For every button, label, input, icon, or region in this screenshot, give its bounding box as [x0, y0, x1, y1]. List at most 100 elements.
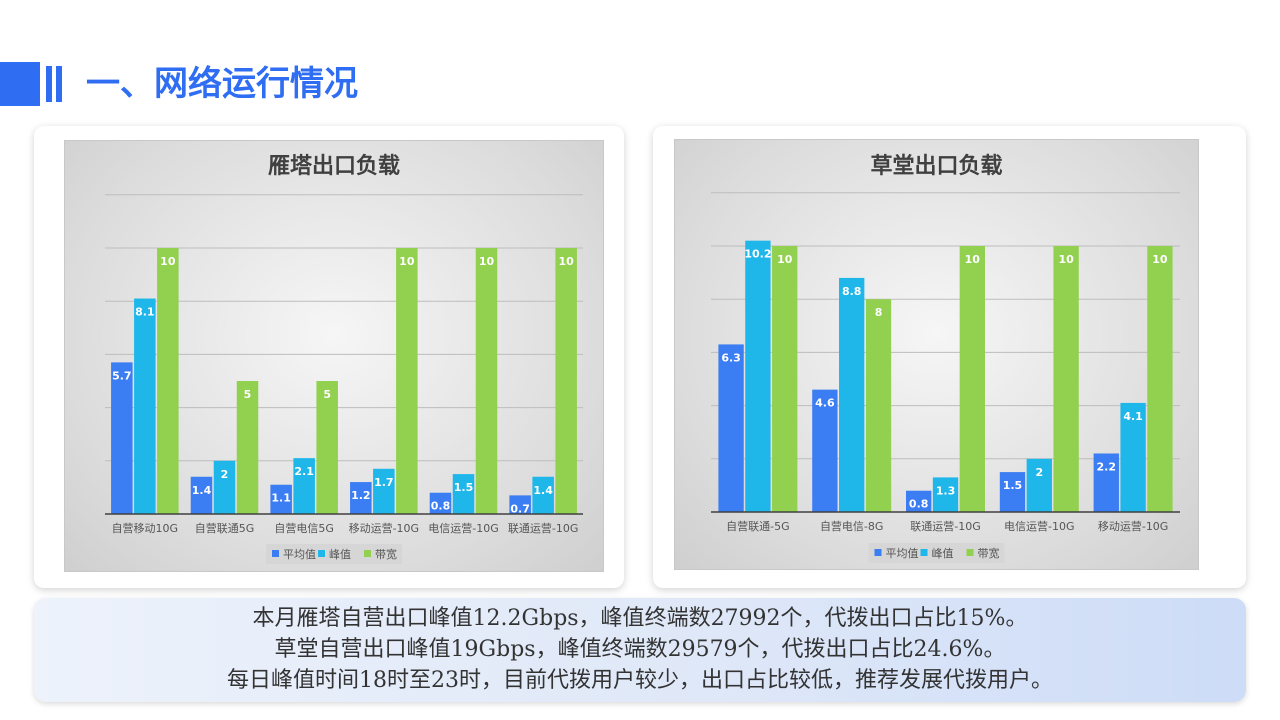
data-label: 4.1 [1123, 410, 1143, 423]
bar [350, 482, 372, 514]
legend-swatch [364, 550, 371, 557]
legend-box [266, 544, 402, 564]
data-label: 1.2 [351, 489, 371, 502]
legend-label: 峰值 [329, 548, 351, 561]
category-label: 移动运营-10G [1098, 519, 1169, 533]
data-label: 8.1 [135, 306, 155, 319]
category-label: 自营移动10G [112, 521, 179, 535]
data-label: 10 [160, 255, 176, 268]
data-label: 2.2 [1097, 460, 1117, 473]
section-header: 一、网络运行情况 [0, 62, 420, 106]
legend-label: 平均值 [283, 548, 316, 561]
data-label: 1.5 [454, 481, 474, 494]
bar [959, 246, 985, 512]
data-label: 10 [559, 255, 575, 268]
bar [555, 248, 577, 514]
data-label: 0.8 [431, 500, 451, 513]
category-label: 自营电信-8G [820, 519, 884, 533]
data-label: 10.2 [744, 248, 771, 261]
category-label: 联通运营-10G [508, 521, 579, 535]
bar [293, 458, 315, 514]
bar [190, 476, 213, 514]
bar [509, 495, 531, 514]
data-label: 2.1 [294, 465, 314, 478]
data-label: 5 [323, 388, 331, 401]
data-label: 8.8 [842, 285, 862, 298]
bar [134, 298, 156, 514]
bar [532, 476, 554, 514]
summary-line: 每日峰值时间18时至23时，目前代拨用户较少，出口占比较低，推荐发展代拨用户。 [227, 668, 1053, 693]
bar [452, 474, 475, 514]
legend-label: 峰值 [932, 547, 954, 560]
bar [772, 246, 798, 512]
data-label: 10 [399, 255, 415, 268]
data-label: 1.7 [374, 476, 394, 489]
bar [270, 484, 292, 514]
data-label: 1.1 [271, 492, 291, 505]
data-label: 1.4 [533, 484, 553, 497]
category-label: 移动运营-10G [349, 521, 420, 535]
data-label: 1.4 [192, 484, 212, 497]
category-label: 自营电信5G [274, 521, 334, 535]
bar [111, 362, 133, 514]
bar [1053, 246, 1079, 512]
bar [1026, 458, 1052, 512]
data-label: 8 [875, 306, 883, 319]
data-label: 10 [479, 255, 495, 268]
data-label: 5.7 [112, 369, 132, 382]
chart-title: 雁塔出口负载 [268, 153, 400, 179]
bar [1093, 453, 1119, 512]
bar [157, 248, 179, 514]
data-label: 5 [244, 388, 252, 401]
legend-label: 带宽 [375, 547, 397, 561]
header-accent-block [0, 62, 40, 106]
summary-box: 本月雁塔自营出口峰值12.2Gbps，峰值终端数27992个，代拨出口占比15%… [34, 598, 1246, 702]
header-accent-stripe [46, 66, 52, 102]
header-accent-stripe [56, 66, 62, 102]
data-label: 10 [777, 253, 793, 266]
chart-svg: 雁塔出口负载 5.7 8.1 10 自营移动10G 1.4 2 5 自营联通5G 1.1 2.1 5 自… [105, 153, 583, 564]
bar [1147, 246, 1173, 512]
chart-yanta: 雁塔出口负载 5.7 8.1 10 自营移动10G 1.4 2 5 自营联通5G 1.1 2.1 5 自… [64, 140, 604, 572]
bar [236, 381, 259, 514]
legend-swatch [966, 549, 974, 556]
category-label: 电信运营-10G [1004, 519, 1075, 533]
bar [396, 248, 418, 514]
data-label: 1.3 [936, 484, 956, 497]
data-label: 2 [1035, 466, 1043, 479]
bar [745, 240, 771, 512]
bar [906, 490, 932, 512]
bar [475, 248, 498, 514]
bar [373, 468, 395, 514]
bar [429, 492, 452, 514]
bar [718, 344, 744, 512]
legend-box [868, 543, 1005, 563]
summary-line: 草堂自营出口峰值19Gbps，峰值终端数29579个，代拨出口占比24.6%。 [274, 637, 1006, 662]
legend-swatch [920, 549, 928, 556]
data-label: 4.6 [815, 397, 835, 410]
data-label: 2 [221, 468, 229, 481]
bar [999, 472, 1026, 512]
bar [839, 277, 865, 512]
bar [1120, 402, 1146, 512]
chart-title: 草堂出口负载 [870, 153, 1002, 179]
bar [865, 299, 892, 512]
category-label: 电信运营-10G [428, 521, 499, 535]
category-label: 自营联通5G [195, 521, 255, 535]
legend-label: 平均值 [886, 547, 919, 560]
data-label: 10 [1152, 253, 1168, 266]
legend-swatch [272, 550, 279, 557]
legend-label: 带宽 [978, 546, 1000, 560]
summary-line: 本月雁塔自营出口峰值12.2Gbps，峰值终端数27992个，代拨出口占比15%… [252, 606, 1028, 631]
data-label: 6.3 [721, 351, 741, 364]
data-label: 10 [965, 253, 981, 266]
category-label: 自营联通-5G [726, 519, 790, 533]
bar [213, 460, 236, 514]
data-label: 0.8 [909, 498, 929, 511]
legend-swatch [318, 550, 325, 557]
chart-caotang: 草堂出口负载 6.3 10.2 10 自营联通-5G 4.6 8.8 8 自营电信-8G 0.8 1… [674, 139, 1199, 570]
category-label: 联通运营-10G [910, 519, 981, 533]
bar [812, 389, 838, 512]
bar [316, 381, 338, 514]
page-title: 一、网络运行情况 [86, 64, 358, 104]
